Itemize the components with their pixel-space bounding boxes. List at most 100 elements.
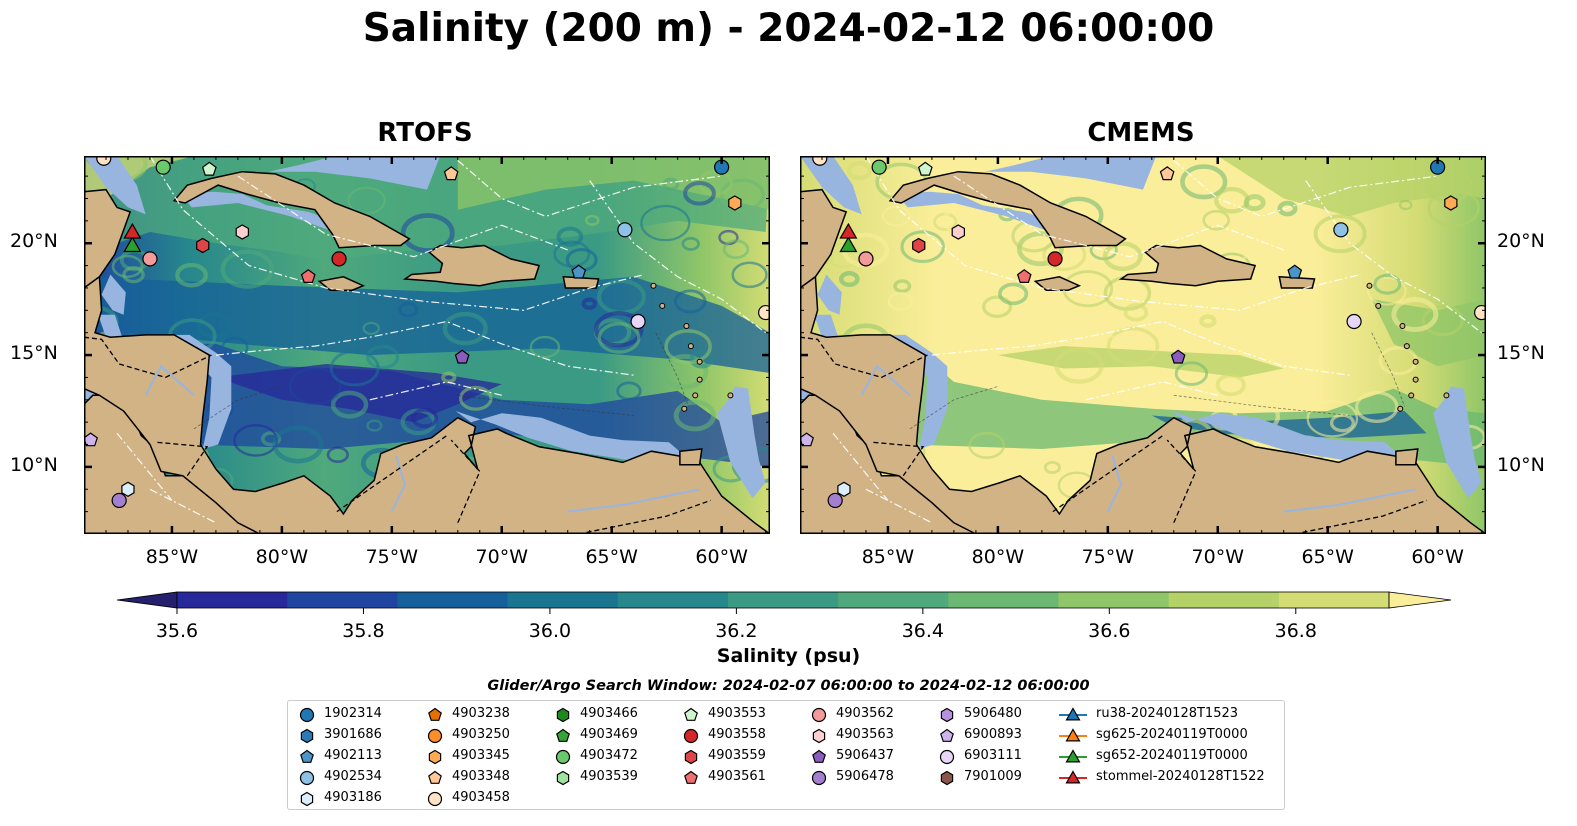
panel-title-cmems: CMEMS <box>1087 118 1195 148</box>
legend-label: 4903458 <box>452 790 510 805</box>
float-marker-4903458 <box>96 156 112 166</box>
legend-item-4903238: 4903238 <box>426 703 510 724</box>
float-marker-4903348 <box>1159 166 1175 181</box>
hexagon-marker-icon <box>684 749 698 764</box>
float-marker-4903348 <box>443 166 459 181</box>
lon-tick-label-rtofs: 80°W <box>255 546 309 568</box>
colorbar-bin <box>727 592 839 608</box>
hexagon-marker-icon <box>300 728 314 743</box>
legend-label: sg652-20240119T0000 <box>1096 748 1248 763</box>
colorbar-tick-label: 35.6 <box>155 620 199 642</box>
legend-item-4903458: 4903458 <box>426 787 510 808</box>
figure-title: Salinity (200 m) - 2024-02-12 06:00:00 <box>362 6 1215 51</box>
float-marker-4903458 <box>758 304 770 321</box>
legend-item-4903472: 4903472 <box>554 745 638 766</box>
hexagon-marker-icon <box>940 770 954 785</box>
float-marker-4903472 <box>871 159 887 175</box>
pentagon-marker-icon <box>556 728 570 742</box>
panel-title-rtofs: RTOFS <box>377 118 473 148</box>
colorbar-bin <box>948 592 1059 608</box>
colorbar-label: Salinity (psu) <box>716 645 861 667</box>
float-marker-4903458 <box>1474 304 1486 321</box>
float-marker-4903553 <box>201 161 217 176</box>
legend-label: 4903553 <box>708 706 766 721</box>
map-frame <box>84 156 770 534</box>
legend-label: 4903466 <box>580 706 638 721</box>
legend-item-4903250: 4903250 <box>426 724 510 745</box>
legend-item-4902113: 4902113 <box>298 745 382 766</box>
legend-label: 3901686 <box>324 727 382 742</box>
colorbar-bin <box>507 592 619 608</box>
pentagon-marker-icon <box>684 770 698 784</box>
circle-marker-icon <box>555 749 571 764</box>
lon-tick-label-cmems: 75°W <box>1081 546 1135 568</box>
pentagon-marker-icon <box>428 707 442 721</box>
legend-item-sg625-20240119T0000: sg625-20240119T0000 <box>1058 724 1248 745</box>
hexagon-marker-icon <box>428 749 442 764</box>
float-marker-4903561 <box>1016 269 1032 284</box>
glider-marker-stommel <box>123 222 142 239</box>
legend-item-4903561: 4903561 <box>682 766 766 787</box>
circle-marker-icon <box>427 728 443 743</box>
glider-marker-sg652 <box>123 236 142 253</box>
circle-marker-icon <box>427 791 443 806</box>
legend-item-4903469: 4903469 <box>554 724 638 745</box>
float-marker-4902534 <box>617 222 633 238</box>
float-marker-6903111 <box>1346 313 1362 330</box>
float-marker-4903563 <box>951 224 965 240</box>
map-frame <box>800 156 1486 534</box>
float-marker-4903562 <box>858 251 874 267</box>
circle-marker-icon <box>683 728 699 743</box>
float-marker-5906437 <box>454 349 470 364</box>
legend-item-5906437: 5906437 <box>810 745 894 766</box>
pentagon-marker-icon <box>812 749 826 763</box>
triangle-marker-icon <box>1059 727 1087 741</box>
lon-tick-label-cmems: 80°W <box>971 546 1025 568</box>
lat-tick-label: 20°N <box>1497 230 1545 253</box>
legend-label: 7901009 <box>964 769 1022 784</box>
legend-item-3901686: 3901686 <box>298 724 382 745</box>
legend-item-1902314: 1902314 <box>298 703 382 724</box>
lon-tick-label-rtofs: 70°W <box>475 546 528 568</box>
colorbar-bin <box>1058 592 1170 608</box>
legend-item-5906478: 5906478 <box>810 766 894 787</box>
float-marker-4903186 <box>121 481 135 497</box>
pentagon-marker-icon <box>940 728 954 742</box>
lon-tick-label-rtofs: 65°W <box>585 546 638 568</box>
hexagon-marker-icon <box>556 770 570 785</box>
map-cmems <box>800 156 1486 534</box>
circle-marker-icon <box>299 770 315 785</box>
hexagon-marker-icon <box>812 728 826 743</box>
legend-label: 1902314 <box>324 706 382 721</box>
float-marker-4903559 <box>196 237 210 254</box>
legend-label: 4902534 <box>324 769 382 784</box>
legend-item-stommel-20240128T1522: stommel-20240128T1522 <box>1058 766 1265 787</box>
lon-tick-label-cmems: 70°W <box>1191 546 1244 568</box>
colorbar-bin <box>1168 592 1280 608</box>
circle-marker-icon <box>811 707 827 722</box>
legend-label: 4903558 <box>708 727 766 742</box>
lat-tick-label: 10°N <box>1497 453 1545 476</box>
legend-item-4902534: 4902534 <box>298 766 382 787</box>
hexagon-marker-icon <box>940 707 954 722</box>
glider-marker-stommel <box>839 222 858 239</box>
colorbar-bin <box>287 592 398 608</box>
colorbar-tick-label: 36.0 <box>528 620 572 642</box>
legend-label: stommel-20240128T1522 <box>1096 769 1265 784</box>
legend-label: 4903348 <box>452 769 510 784</box>
legend-item-4903558: 4903558 <box>682 724 766 745</box>
legend-item-4903466: 4903466 <box>554 703 638 724</box>
hexagon-marker-icon <box>556 707 570 722</box>
float-marker-5906478 <box>827 492 843 509</box>
colorbar-tick-label: 36.2 <box>715 620 758 642</box>
legend-label: 4903469 <box>580 727 638 742</box>
float-marker-4903186 <box>837 481 851 497</box>
legend-label: 4903345 <box>452 748 510 763</box>
pentagon-marker-icon <box>428 770 442 784</box>
hexagon-marker-icon <box>300 791 314 806</box>
search-window-text: Glider/Argo Search Window: 2024-02-07 06… <box>487 678 1090 694</box>
legend-item-ru38-20240128T1523: ru38-20240128T1523 <box>1058 703 1238 724</box>
colorbar-tick-label: 36.8 <box>1274 620 1317 642</box>
lon-tick-label-rtofs: 75°W <box>365 546 419 568</box>
float-marker-4903561 <box>300 269 316 284</box>
